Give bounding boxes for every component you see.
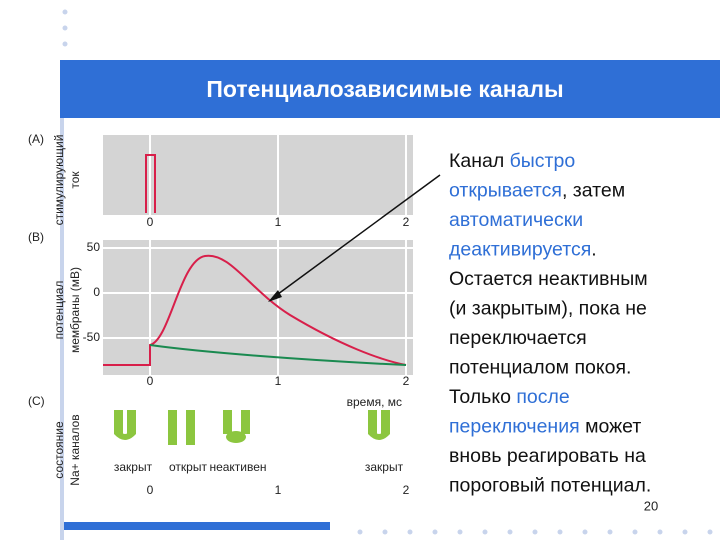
- x-tick-label: 0: [147, 215, 154, 229]
- y-axis-label: потенциал: [52, 281, 66, 340]
- x-tick-label: 0: [147, 374, 154, 388]
- potential-curve: [103, 254, 407, 366]
- x-tick-label: 1: [275, 483, 282, 497]
- y-labels: стимулирующий ток потенциал мембраны (мВ) со…: [52, 135, 82, 486]
- text-segment: переключения: [449, 416, 580, 438]
- y-tick-label: -50: [83, 330, 101, 344]
- x-tick-label: 1: [275, 374, 282, 388]
- ticks: 0 1 2 0 1 2 0 1 2 50 0 -50 закрыт открыт неактивен закр…: [83, 215, 410, 497]
- y-axis-label: состояние: [52, 421, 66, 479]
- channel-icons: [114, 410, 390, 445]
- text-segment: Остается неактивным: [449, 268, 648, 290]
- text-segment: может: [580, 416, 642, 438]
- decor-dots: [62, 9, 713, 535]
- text-segment: открывается: [449, 180, 562, 202]
- text-segment: после: [516, 386, 569, 408]
- text-segment: потенциалом покоя.: [449, 357, 631, 379]
- arrow-head: [268, 290, 282, 302]
- footer-bar: [60, 522, 330, 530]
- state-label: закрыт: [114, 460, 153, 474]
- text-segment: Канал: [449, 150, 510, 172]
- x-tick-label: 2: [403, 483, 410, 497]
- conductance-curve: [149, 344, 407, 366]
- y-axis-label: Na+ каналов: [68, 414, 82, 485]
- y-tick-label: 50: [87, 240, 101, 254]
- x-tick-label: 2: [403, 374, 410, 388]
- text-segment: деактивируется: [449, 239, 591, 261]
- panel-label: (A): [28, 132, 44, 146]
- stimulus-pulse: [145, 154, 156, 213]
- grid: [103, 135, 413, 375]
- text-segment: (и закрытым), пока не: [449, 298, 647, 320]
- text-segment: вновь реагировать на: [449, 445, 646, 467]
- text-segment: пороговый потенциал.: [449, 475, 651, 497]
- text-segment: быстро: [510, 150, 576, 172]
- state-label: неактивен: [209, 460, 266, 474]
- text-segment: Только: [449, 386, 516, 408]
- y-axis-label: мембраны (мВ): [68, 267, 82, 353]
- panel-label: (B): [28, 230, 44, 244]
- y-axis-label: стимулирующий: [52, 135, 66, 226]
- text-segment: .: [591, 239, 596, 261]
- y-axis-label: ток: [68, 171, 82, 189]
- x-tick-label: 2: [403, 215, 410, 229]
- figure: (A) (B) (C) время, мс: [28, 132, 413, 445]
- arrow: [273, 174, 441, 298]
- page-number: 20: [644, 498, 658, 513]
- y-tick-label: 0: [93, 285, 100, 299]
- x-tick-label: 0: [147, 483, 154, 497]
- title-bar: [60, 60, 720, 118]
- side-line: [60, 118, 64, 540]
- x-tick-label: 1: [275, 215, 282, 229]
- panel-b-bg: [103, 240, 413, 375]
- description: Канал быстро открывается, затем автоматиче…: [449, 150, 651, 497]
- x-axis-label: время, мс: [347, 395, 402, 409]
- text-segment: , затем: [562, 180, 625, 202]
- state-label: открыт: [169, 460, 207, 474]
- title: Потенциалозависимые каналы: [206, 76, 563, 102]
- panel-label: (C): [28, 394, 45, 408]
- text-segment: автоматически: [449, 209, 583, 231]
- state-label: закрыт: [365, 460, 404, 474]
- text-segment: переключается: [449, 327, 587, 349]
